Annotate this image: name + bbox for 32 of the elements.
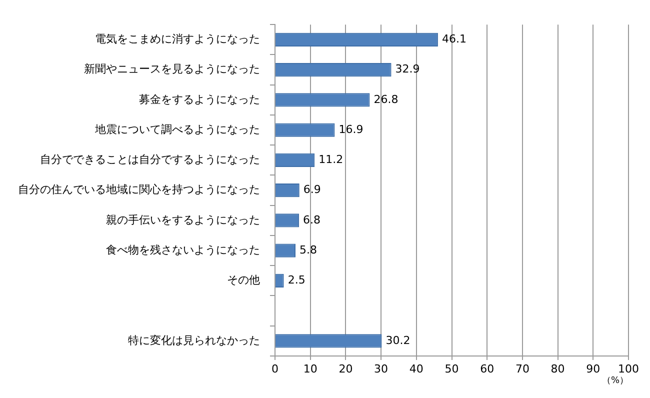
data-label: 46.1 <box>442 32 466 46</box>
x-tick-label: 10 <box>303 362 318 376</box>
data-label: 30.2 <box>386 334 410 347</box>
y-tick-label: 新聞やニュースを見るようになった <box>84 62 260 76</box>
y-tick-label: 電気をこまめに消すようになった <box>95 32 260 46</box>
x-tick-label: 0 <box>272 362 278 376</box>
y-tick-label: その他 <box>227 274 260 287</box>
data-label: 11.2 <box>318 153 344 166</box>
data-label: 5.8 <box>300 243 318 256</box>
y-tick-label: 地震について調べるようになった <box>94 122 260 136</box>
y-tick-label: 特に変化は見られなかった <box>128 334 260 347</box>
data-label: 16.9 <box>338 122 364 136</box>
x-tick-label: 60 <box>480 362 494 376</box>
data-label: 6.8 <box>303 213 321 226</box>
y-tick-label: 自分でできることは自分でするようになった <box>40 153 260 166</box>
data-label: 32.9 <box>395 62 420 76</box>
x-axis-title: （%） <box>602 376 628 386</box>
x-tick-label: 90 <box>586 362 600 376</box>
x-tick-label: 40 <box>409 362 424 376</box>
x-tick-label: 80 <box>550 362 565 376</box>
y-tick-label: 募金をするようになった <box>139 92 260 106</box>
data-label: 2.5 <box>288 274 306 287</box>
data-label: 26.8 <box>374 92 398 106</box>
y-tick-label: 食べ物を残さないようになった <box>106 243 260 256</box>
x-tick-label: 70 <box>515 362 530 376</box>
y-tick-label: 親の手伝いをするようになった <box>106 213 260 226</box>
x-tick-label: 100 <box>618 362 639 376</box>
x-tick-label: 30 <box>374 362 388 376</box>
x-tick-label: 50 <box>444 362 459 376</box>
y-tick-label: 自分の住んでいる地域に関心を持つようになった <box>18 183 260 196</box>
x-tick-label: 20 <box>338 362 353 376</box>
data-label: 6.9 <box>303 183 321 196</box>
